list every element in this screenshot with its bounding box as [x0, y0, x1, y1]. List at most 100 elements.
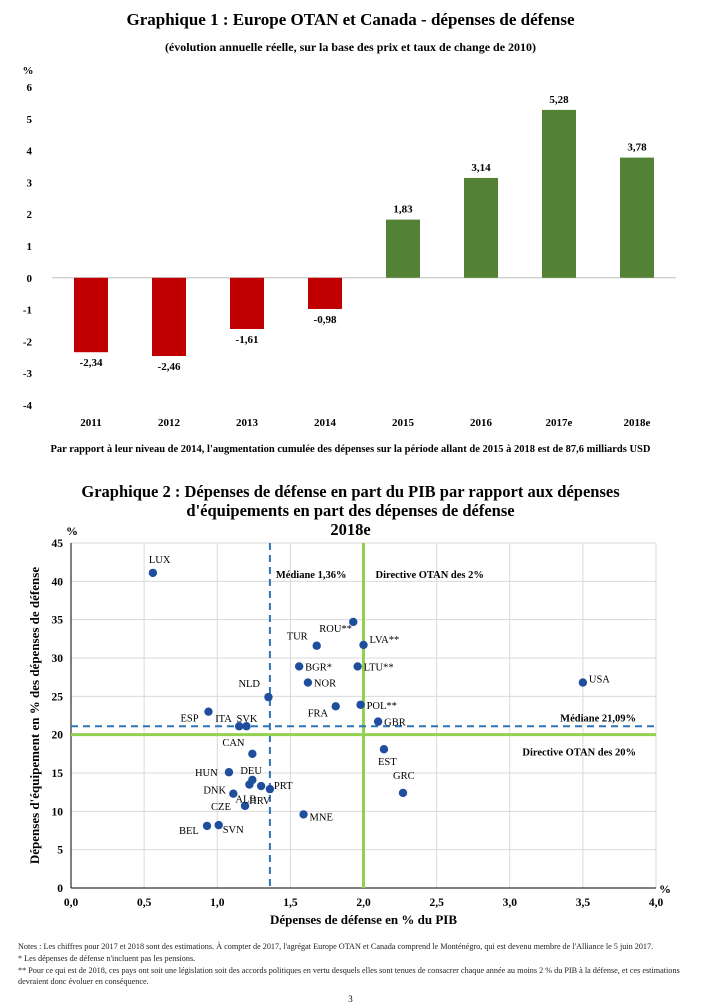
footnote-single-star: * Les dépenses de défense n'incluent pas…: [18, 954, 196, 963]
x-tick-label: 2015: [392, 417, 415, 429]
data-label: 3,14: [471, 162, 491, 174]
x-tick-label: 2012: [158, 417, 181, 429]
data-label: -2,34: [80, 357, 103, 369]
point-label: USA: [589, 675, 610, 686]
x-tick-label: 2,0: [356, 897, 371, 909]
point-label: MNE: [310, 812, 333, 823]
y-tick-label: 25: [52, 691, 64, 703]
point-label: FRA: [308, 708, 329, 719]
data-label: 3,78: [627, 142, 647, 154]
y-tick-label: 5: [57, 845, 63, 857]
footnote-notes: Notes : Les chiffres pour 2017 et 2018 s…: [18, 942, 654, 951]
point-label: PRT: [274, 781, 293, 792]
x-tick-label: 2018e: [624, 417, 651, 429]
scatter-point: [234, 722, 244, 731]
point-label: SVK: [237, 714, 258, 725]
y-tick-label: 15: [52, 768, 64, 780]
point-label: GRC: [393, 771, 415, 782]
scatter-point: [148, 568, 158, 578]
data-label: -2,46: [158, 361, 181, 373]
scatter-point: [202, 821, 212, 831]
point-label: ESP: [180, 714, 198, 725]
point-label: HUN: [195, 768, 218, 779]
y-tick-label: 20: [52, 730, 64, 742]
scatter-point: [373, 717, 383, 726]
scatter-point: [299, 810, 308, 819]
bar: [152, 277, 186, 357]
bar-chart: % -4 -3 -2 -1 0 1 2 3 4 5 6 -2,34 2011 -2,46 2012 -1,61 2…: [23, 65, 676, 429]
point-label: BGR*: [305, 662, 332, 673]
scatter-point: [578, 678, 588, 687]
point-label: DNK: [203, 786, 226, 797]
point-label: LUX: [149, 555, 171, 566]
scatter-point: [303, 678, 313, 687]
scatter-point: [214, 820, 223, 830]
point-label: NOR: [314, 679, 336, 690]
point-label: CAN: [222, 738, 245, 749]
scatter-point: [356, 700, 365, 709]
x-tick-label: 0,0: [64, 897, 79, 909]
y-tick-label: 2: [27, 209, 33, 221]
y-tick-label: 6: [27, 82, 33, 94]
scatter-point: [353, 662, 362, 671]
y-tick-label: 1: [27, 241, 33, 253]
y-tick-label: 40: [52, 576, 64, 588]
point-label: BEL: [179, 826, 199, 837]
point-label: ITA: [215, 714, 232, 725]
x-tick-label: 3,5: [576, 897, 591, 909]
point-label: ALB: [235, 795, 256, 806]
chart2-title-line2: d'équipements en part des dépenses de dé…: [186, 501, 515, 520]
reference-line-label: Médiane 21,09%: [560, 713, 636, 724]
scatter-point: [359, 640, 368, 650]
y-tick-label: 45: [52, 538, 64, 550]
y-axis-unit: %: [66, 524, 78, 538]
chart2-title-line1: Graphique 2 : Dépenses de défense en par…: [81, 482, 620, 501]
scatter-point: [248, 749, 257, 759]
scatter-point: [379, 745, 389, 754]
y-tick-label: -3: [23, 368, 33, 380]
data-label: 5,28: [549, 94, 569, 106]
point-label: LTU**: [364, 662, 394, 673]
x-tick-label: 2016: [470, 417, 493, 429]
scatter-point: [398, 788, 408, 798]
scatter-point: [242, 722, 251, 731]
scatter-point: [312, 641, 321, 650]
chart1-title: Graphique 1 : Europe OTAN et Canada - dé…: [126, 10, 575, 29]
y-tick-label: 0: [27, 273, 33, 285]
reference-line-label: Directive OTAN des 20%: [522, 748, 636, 759]
x-tick-label: 2014: [314, 417, 337, 429]
point-label: TUR: [287, 632, 308, 643]
y-tick-label: 3: [27, 177, 33, 189]
scatter-point: [265, 784, 275, 794]
y-tick-label: -2: [23, 336, 33, 348]
x-tick-label: 0,5: [137, 897, 152, 909]
scatter-point: [204, 707, 213, 716]
y-tick-label: 0: [57, 883, 63, 895]
y-tick-label: 30: [52, 653, 64, 665]
point-label: SVN: [223, 825, 244, 836]
chart1-note: Par rapport à leur niveau de 2014, l'aug…: [50, 444, 651, 455]
scatter-point: [240, 801, 250, 811]
scatter-point: [331, 702, 340, 711]
x-axis-unit: %: [659, 882, 671, 896]
scatter-point: [224, 768, 234, 777]
point-label: LVA**: [370, 635, 400, 646]
x-tick-label: 2017e: [546, 417, 573, 429]
bar: [74, 277, 108, 353]
data-label: -0,98: [314, 314, 337, 326]
x-tick-label: 3,0: [503, 897, 518, 909]
y-tick-label: -1: [23, 305, 32, 317]
scatter-point: [294, 662, 304, 671]
scatter-chart: 0 5 10 15 20 25 30 35 40 45 0,0 0,5 1,0 1,5 2,0 2,5 3,0 3…: [27, 524, 671, 927]
point-label: HRV: [249, 796, 271, 807]
point-label: POL**: [367, 701, 397, 712]
footnote-double-star: ** Pour ce qui est de 2018, ces pays ont…: [18, 966, 680, 986]
y-tick-label: -4: [23, 400, 33, 412]
bar: [230, 277, 264, 329]
bar: [308, 277, 342, 309]
y-axis-title: Dépenses d'équipement en % des dépenses …: [27, 567, 42, 864]
reference-line-label: Directive OTAN des 2%: [376, 570, 484, 581]
y-tick-label: 10: [52, 806, 64, 818]
point-label: CZE: [211, 802, 231, 813]
